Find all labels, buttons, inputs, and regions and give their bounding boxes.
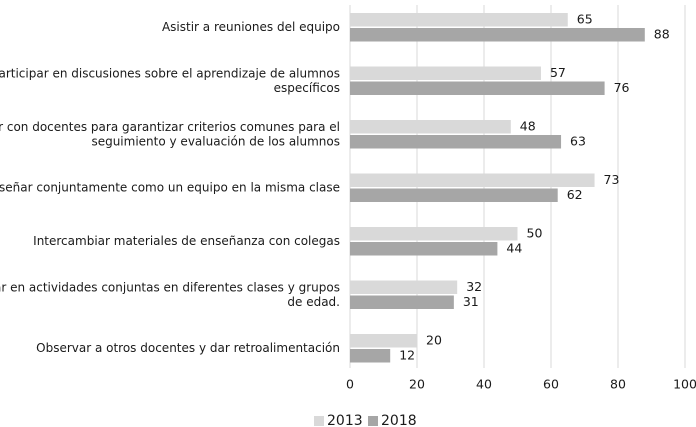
- bar-2013: [350, 280, 458, 294]
- category-label: Trabajar con docentes para garantizar cr…: [0, 120, 340, 149]
- category-label: Observar a otros docentes y dar retroali…: [36, 341, 340, 355]
- value-label: 50: [527, 225, 543, 240]
- legend-swatch-2013: [314, 416, 324, 426]
- value-label: 57: [550, 65, 566, 80]
- legend: 2013 2018: [314, 413, 417, 427]
- value-label: 31: [463, 294, 479, 309]
- bar-2018: [350, 349, 391, 363]
- value-label: 63: [570, 133, 586, 148]
- x-tick-label: 20: [409, 377, 425, 392]
- bar-2013: [350, 173, 595, 187]
- category-label-line: Trabajar con docentes para garantizar cr…: [0, 120, 340, 134]
- value-label: 32: [466, 279, 482, 294]
- category-labels: Asistir a reuniones del equipo Participar…: [0, 20, 340, 355]
- category-label-line: Intercambiar materiales de enseñanza con…: [33, 234, 340, 248]
- legend-swatch-2018: [368, 416, 378, 426]
- category-label-line: Enseñar conjuntamente como un equipo en …: [0, 181, 340, 195]
- value-label: 76: [614, 80, 630, 95]
- category-label-line: Asistir a reuniones del equipo: [162, 20, 340, 34]
- value-label: 88: [654, 26, 670, 41]
- category-label: Asistir a reuniones del equipo: [162, 20, 340, 34]
- category-label-line: Observar a otros docentes y dar retroali…: [36, 341, 340, 355]
- x-tick-label: 40: [476, 377, 492, 392]
- category-label-line: seguimiento y evaluación de los alumnos: [91, 134, 340, 148]
- category-label-line: Participar en actividades conjuntas en d…: [0, 280, 340, 294]
- bar-2018: [350, 135, 562, 149]
- value-label: 20: [426, 332, 442, 347]
- x-tick-label: 60: [543, 377, 559, 392]
- category-label-line: de edad.: [287, 295, 340, 309]
- category-label-line: específicos: [274, 81, 340, 95]
- x-tick-label: 100: [673, 377, 696, 392]
- legend-label-2018: 2018: [381, 413, 417, 427]
- x-tick-label: 0: [346, 377, 354, 392]
- bar-2018: [350, 188, 558, 202]
- x-axis-ticks: 0 20 40 60 80 100: [346, 377, 696, 392]
- legend-label-2013: 2013: [327, 413, 363, 427]
- bar-2013: [350, 334, 417, 348]
- bar-2018: [350, 28, 645, 42]
- value-label: 73: [604, 172, 620, 187]
- value-label: 44: [506, 240, 522, 255]
- category-label: Participar en actividades conjuntas en d…: [0, 280, 340, 309]
- bar-2013: [350, 227, 518, 241]
- bar-2013: [350, 66, 541, 80]
- bar-2013: [350, 120, 511, 134]
- x-tick-label: 80: [610, 377, 626, 392]
- category-label-line: Participar en discusiones sobre el apren…: [0, 66, 340, 80]
- bar-2018: [350, 242, 498, 256]
- bar-2018: [350, 295, 454, 309]
- category-label: Intercambiar materiales de enseñanza con…: [33, 234, 340, 248]
- bar-2013: [350, 13, 568, 27]
- value-label: 62: [567, 187, 583, 202]
- category-label: Participar en discusiones sobre el apren…: [0, 66, 340, 95]
- category-label: Enseñar conjuntamente como un equipo en …: [0, 181, 340, 195]
- value-label: 65: [577, 11, 593, 26]
- value-label: 12: [399, 347, 415, 362]
- bars: [350, 13, 645, 363]
- bar-2018: [350, 81, 605, 95]
- value-label: 48: [520, 118, 536, 133]
